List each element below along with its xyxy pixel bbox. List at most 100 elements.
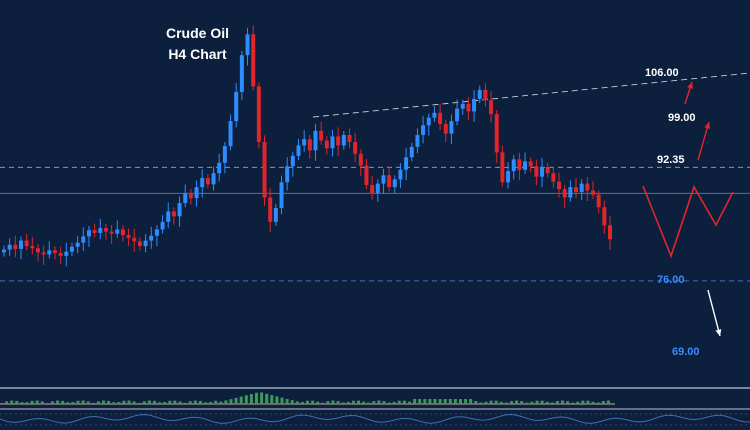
candle-body: [290, 155, 295, 167]
histogram-bar: [40, 401, 44, 404]
candle-body: [30, 246, 35, 249]
candle-body: [319, 130, 324, 141]
histogram-bar: [25, 402, 29, 404]
histogram-bar: [392, 401, 396, 404]
histogram-bar: [453, 399, 457, 404]
histogram-bar: [20, 402, 24, 404]
histogram-bar: [326, 401, 330, 404]
histogram-bar: [5, 401, 9, 404]
histogram-bar: [270, 395, 274, 404]
candle-body: [370, 185, 375, 194]
histogram-bar: [550, 402, 554, 404]
candle-body: [47, 250, 52, 255]
histogram-bar: [535, 400, 539, 404]
histogram-bar: [244, 395, 248, 404]
candle-body: [109, 231, 114, 234]
horizontal-levels: [0, 72, 750, 282]
candle-body: [602, 207, 607, 226]
candle-body: [13, 244, 18, 249]
candle-body: [330, 136, 335, 149]
projection-path: [642, 185, 734, 259]
candle-body: [234, 91, 239, 122]
arrow-head: [715, 329, 722, 336]
histogram-bar: [479, 402, 483, 404]
histogram-bar: [163, 402, 167, 404]
histogram-bar: [428, 399, 432, 404]
candle-body: [222, 146, 227, 163]
histogram-bar: [132, 401, 136, 404]
candle-body: [415, 135, 420, 147]
histogram-bar: [382, 401, 386, 404]
histogram-bar: [346, 401, 350, 404]
histogram-bar: [306, 400, 309, 404]
histogram-bar: [438, 399, 442, 404]
histogram-bar: [260, 392, 264, 404]
candle-body: [228, 121, 233, 147]
candle-body: [273, 207, 278, 222]
histogram-bar: [367, 402, 371, 404]
candle-body: [426, 117, 431, 126]
candle-body: [313, 130, 318, 151]
histogram-bar: [591, 401, 595, 404]
candle-body: [103, 228, 108, 232]
ascending-trendline: [312, 72, 750, 118]
histogram-bar: [510, 401, 513, 404]
candle-body: [506, 171, 511, 183]
histogram-bar: [76, 400, 80, 404]
histogram-bar: [127, 400, 131, 404]
histogram-bar: [102, 400, 105, 404]
histogram-bar: [464, 399, 468, 404]
candle-body: [455, 108, 460, 122]
candle-body: [579, 183, 584, 192]
histogram-bar: [117, 402, 121, 404]
candle-body: [432, 112, 437, 118]
histogram-bar: [448, 399, 452, 404]
candle-body: [217, 162, 222, 174]
candle-body: [296, 145, 301, 156]
histogram-bar: [520, 401, 524, 404]
candle-body: [534, 166, 539, 177]
histogram-bar: [168, 400, 172, 404]
candle-body: [239, 55, 244, 92]
histogram-bar: [56, 400, 60, 404]
candle-body: [69, 246, 74, 252]
histogram-bar: [499, 401, 503, 404]
histogram-bar: [316, 401, 320, 404]
histogram-bar: [571, 402, 575, 404]
candle-body: [81, 236, 86, 243]
histogram-bar: [408, 401, 411, 404]
histogram-bar: [576, 401, 580, 404]
indicator-panel: [0, 387, 750, 426]
histogram-bar: [515, 400, 519, 404]
candle-body: [285, 166, 290, 183]
candle-body: [86, 230, 91, 237]
candle-body: [387, 175, 392, 188]
histogram-bar: [418, 399, 422, 404]
histogram-bar: [423, 399, 427, 404]
candle-body: [75, 242, 80, 247]
histogram-bar: [351, 400, 355, 404]
histogram-bar: [86, 401, 90, 404]
candle-body: [421, 125, 426, 136]
candle-body: [58, 253, 63, 256]
histogram-bar: [311, 400, 315, 404]
histogram-bar: [122, 400, 126, 404]
histogram-bar: [71, 402, 75, 404]
candle-body: [41, 252, 46, 255]
candle-body: [262, 141, 267, 198]
candle-body: [115, 229, 120, 234]
histogram-bar: [219, 401, 223, 404]
histogram-bar: [300, 401, 304, 404]
histogram-bar: [35, 400, 39, 404]
candle-body: [483, 89, 488, 101]
histogram-bar: [51, 401, 54, 404]
candle-body: [404, 157, 409, 170]
histogram-bar: [545, 401, 549, 404]
level-label-76-00: 76.00: [657, 274, 685, 286]
candle-body: [336, 136, 341, 146]
candle-body: [557, 181, 562, 190]
candle-body: [500, 152, 505, 183]
histogram-bar: [153, 400, 156, 404]
histogram-bar: [158, 402, 162, 404]
histogram-bar: [275, 396, 279, 404]
